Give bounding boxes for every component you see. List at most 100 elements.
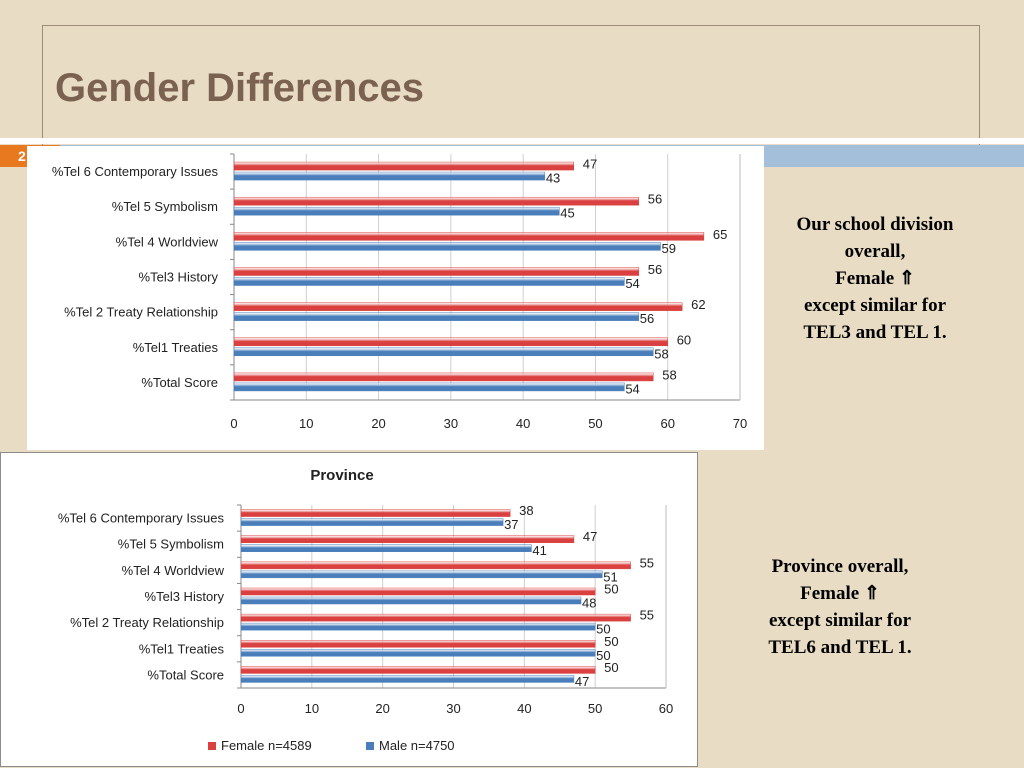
province-note: Province overall, Female ⇑ except simila…	[735, 553, 945, 661]
female-bar	[240, 509, 511, 517]
header-band-white	[0, 138, 1024, 144]
x-tick-label: 40	[517, 701, 531, 716]
male-value-label: 50	[596, 648, 610, 663]
female-bar	[233, 337, 668, 347]
female-value-label: 47	[583, 529, 597, 544]
note-line: except similar for	[768, 610, 912, 631]
male-bar	[240, 622, 596, 631]
slide-title: Gender Differences	[55, 66, 425, 110]
male-value-label: 59	[661, 241, 675, 256]
note-line: Our school division	[796, 214, 954, 235]
y-category-label: %Tel 6 Contemporary Issues	[58, 511, 225, 526]
male-value-label: 54	[625, 276, 639, 291]
male-value-label: 54	[625, 381, 639, 396]
x-tick-label: 50	[588, 416, 602, 431]
chart-title: Province	[310, 467, 373, 484]
female-bar	[233, 267, 640, 276]
school-division-chart-svg: 0 10 20 30 40 50 60 70 %Tel 6 Contemporary Issue…	[52, 153, 747, 431]
male-bar	[240, 675, 575, 683]
male-bar	[233, 347, 654, 357]
female-value-label: 55	[640, 555, 654, 570]
y-category-label: %Tel 4 Worldview	[116, 234, 219, 249]
male-value-label: 50	[596, 622, 610, 637]
male-bar	[233, 171, 546, 181]
female-value-label: 50	[604, 634, 618, 649]
note-line: Female ⇑	[800, 583, 880, 604]
legend-female-swatch	[208, 742, 216, 750]
male-value-label: 51	[603, 569, 617, 584]
x-tick-label: 20	[371, 416, 385, 431]
note-line: TEL3 and TEL 1.	[803, 322, 947, 343]
female-bar	[233, 372, 654, 382]
x-tick-label: 10	[305, 701, 319, 716]
female-value-label: 65	[713, 227, 727, 242]
y-category-label: %Tel 5 Symbolism	[118, 537, 224, 552]
x-tick-label: 10	[299, 416, 313, 431]
school-division-chart: 0 10 20 30 40 50 60 70 %Tel 6 Contemporary Issue…	[27, 146, 764, 450]
female-value-label: 55	[640, 608, 654, 623]
female-value-label: 56	[648, 262, 662, 277]
x-tick-label: 60	[660, 416, 674, 431]
x-tick-label: 70	[733, 416, 747, 431]
legend-female-label: Female n=4589	[221, 738, 312, 753]
y-category-label: %Tel 2 Treaty Relationship	[70, 615, 224, 630]
female-bar	[240, 561, 631, 570]
y-category-label: %Tel3 History	[145, 589, 225, 604]
female-bar	[233, 161, 574, 171]
male-bar	[240, 649, 596, 657]
x-tick-label: 30	[444, 416, 458, 431]
note-line: Province overall,	[771, 556, 909, 577]
y-category-label: %Tel 5 Symbolism	[112, 199, 218, 214]
male-bar	[233, 242, 661, 251]
x-tick-label: 30	[446, 701, 460, 716]
male-bar	[240, 544, 532, 552]
y-category-label: %Tel1 Treaties	[139, 641, 225, 656]
male-bar	[240, 596, 582, 605]
female-value-label: 50	[604, 582, 618, 597]
y-category-label: %Total Score	[141, 375, 218, 390]
note-line: except similar for	[803, 295, 947, 316]
female-value-label: 62	[691, 297, 705, 312]
female-value-label: 60	[677, 332, 691, 347]
female-bar	[240, 535, 575, 543]
female-value-label: 38	[519, 503, 533, 518]
female-bar	[240, 666, 596, 674]
female-bar	[240, 640, 596, 648]
y-category-label: %Total Score	[147, 667, 224, 682]
province-chart: Province 0 10 20 30 40 50 60 %Tel 6 Contemporary…	[0, 452, 698, 767]
male-value-label: 47	[575, 674, 589, 689]
note-line: TEL6 and TEL 1.	[768, 637, 912, 658]
female-bar	[240, 587, 596, 596]
school-division-note: Our school division overall, Female ⇑ ex…	[770, 211, 980, 346]
province-chart-svg: Province 0 10 20 30 40 50 60 %Tel 6 Contemporary…	[58, 467, 673, 753]
male-value-label: 41	[532, 543, 546, 558]
male-bar	[240, 518, 504, 526]
title-box: Gender Differences	[42, 25, 980, 152]
x-tick-label: 50	[588, 701, 602, 716]
x-tick-label: 40	[516, 416, 530, 431]
female-value-label: 50	[604, 660, 618, 675]
male-bar	[233, 312, 640, 321]
legend-male-swatch	[366, 742, 374, 750]
male-value-label: 58	[654, 346, 668, 361]
note-line: overall,	[844, 241, 906, 262]
note-line: Female ⇑	[835, 268, 915, 289]
x-tick-label: 0	[230, 416, 237, 431]
y-category-label: %Tel 2 Treaty Relationship	[64, 305, 218, 320]
y-category-label: %Tel 6 Contemporary Issues	[52, 164, 219, 179]
male-bar	[233, 206, 560, 216]
x-tick-label: 20	[375, 701, 389, 716]
x-tick-label: 0	[237, 701, 244, 716]
male-bar	[233, 382, 625, 392]
female-bar	[233, 232, 705, 241]
male-value-label: 48	[582, 596, 596, 611]
female-bar	[233, 302, 683, 311]
female-value-label: 58	[662, 367, 676, 382]
female-bar	[240, 613, 631, 622]
x-tick-label: 60	[659, 701, 673, 716]
male-bar	[240, 570, 603, 579]
female-value-label: 47	[583, 157, 597, 172]
legend-male-label: Male n=4750	[379, 738, 455, 753]
male-bar	[233, 277, 625, 286]
male-value-label: 45	[560, 206, 574, 221]
